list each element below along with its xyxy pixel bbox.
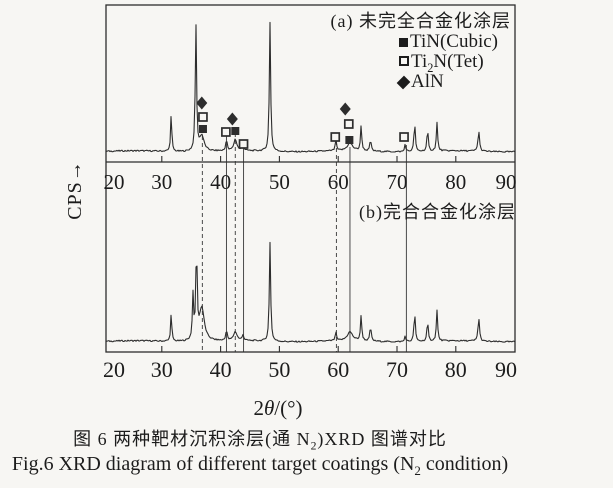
legend-item-aln: AlN <box>396 71 498 92</box>
spectrum-a <box>105 21 516 153</box>
caption-chinese: 图 6 两种靶材沉积涂层(通 N2)XRD 图谱对比 <box>0 425 520 453</box>
x-tick-label: 50 <box>268 357 290 382</box>
x-tick-label: 90 <box>495 357 517 382</box>
filled-diamond-marker <box>339 102 351 116</box>
caption-en-post: condition) <box>420 453 509 475</box>
caption-cn-pre: 图 6 两种靶材沉积涂层(通 N <box>73 429 311 449</box>
filled-diamond-marker <box>226 112 238 126</box>
caption-english: Fig.6 XRD diagram of different target co… <box>0 453 520 479</box>
x-tick-label: 80 <box>445 170 466 194</box>
caption-cn-sub: 2 <box>310 439 318 453</box>
open-square-marker <box>198 112 208 122</box>
x-axis-label: 2θ/(°) <box>238 396 318 421</box>
legend-label-tin: TiN(Cubic) <box>410 31 498 52</box>
x-tick-label: 20 <box>103 357 125 382</box>
open-square-marker <box>238 139 249 149</box>
x-tick-label: 70 <box>387 170 408 194</box>
filled-square-marker <box>231 127 240 135</box>
open-square-marker <box>330 132 341 142</box>
x-tick-label: 50 <box>269 170 290 194</box>
caption-cn-post: )XRD 图谱对比 <box>317 429 447 449</box>
x-tick-label: 80 <box>445 357 467 382</box>
filled-square-marker <box>345 136 354 144</box>
legend-item-tin: TiN(Cubic) <box>399 32 498 52</box>
y-axis-label: CPS→ <box>64 160 86 220</box>
open-square-marker <box>221 127 231 137</box>
caption-en-sub: 2 <box>414 463 421 478</box>
open-square-icon <box>399 56 409 66</box>
panel-b-title: (b)完合合金化涂层 <box>359 202 516 222</box>
x-axis-label-theta: θ <box>263 396 275 420</box>
filled-diamond-icon <box>396 75 411 90</box>
x-tick-label: 30 <box>151 357 173 382</box>
panel-a-title: (a) 未完全合金化涂层 <box>330 11 511 31</box>
x-tick-label: 60 <box>328 170 349 194</box>
open-square-marker <box>343 119 354 129</box>
filled-diamond-marker <box>196 96 208 110</box>
plot-border <box>105 4 516 353</box>
x-axis-label-pre: 2 <box>253 396 264 420</box>
x-tick-label: 60 <box>327 357 349 382</box>
x-tick-label: 40 <box>210 170 231 194</box>
caption-en-pre: Fig.6 XRD diagram of different target co… <box>11 453 415 475</box>
x-axis-label-post: /(°) <box>274 396 303 420</box>
legend-label-ti2n-post: N(Tet) <box>433 51 484 72</box>
legend-label-ti2n-pre: Ti <box>411 51 428 72</box>
x-tick-label: 20 <box>104 170 125 194</box>
x-tick-label: 70 <box>386 357 408 382</box>
legend: TiN(Cubic) Ti2N(Tet) AlN <box>396 32 498 92</box>
x-tick-label: 30 <box>151 170 172 194</box>
open-square-marker <box>399 132 409 142</box>
spectrum-b <box>105 241 516 343</box>
filled-square-icon <box>399 38 408 47</box>
legend-item-ti2n: Ti2N(Tet) <box>399 51 498 75</box>
filled-square-marker <box>198 125 207 133</box>
x-tick-label: 40 <box>210 357 232 382</box>
legend-label-ti2n-sub: 2 <box>427 60 434 75</box>
x-tick-label: 90 <box>496 170 517 194</box>
legend-label-aln: AlN <box>411 71 444 92</box>
